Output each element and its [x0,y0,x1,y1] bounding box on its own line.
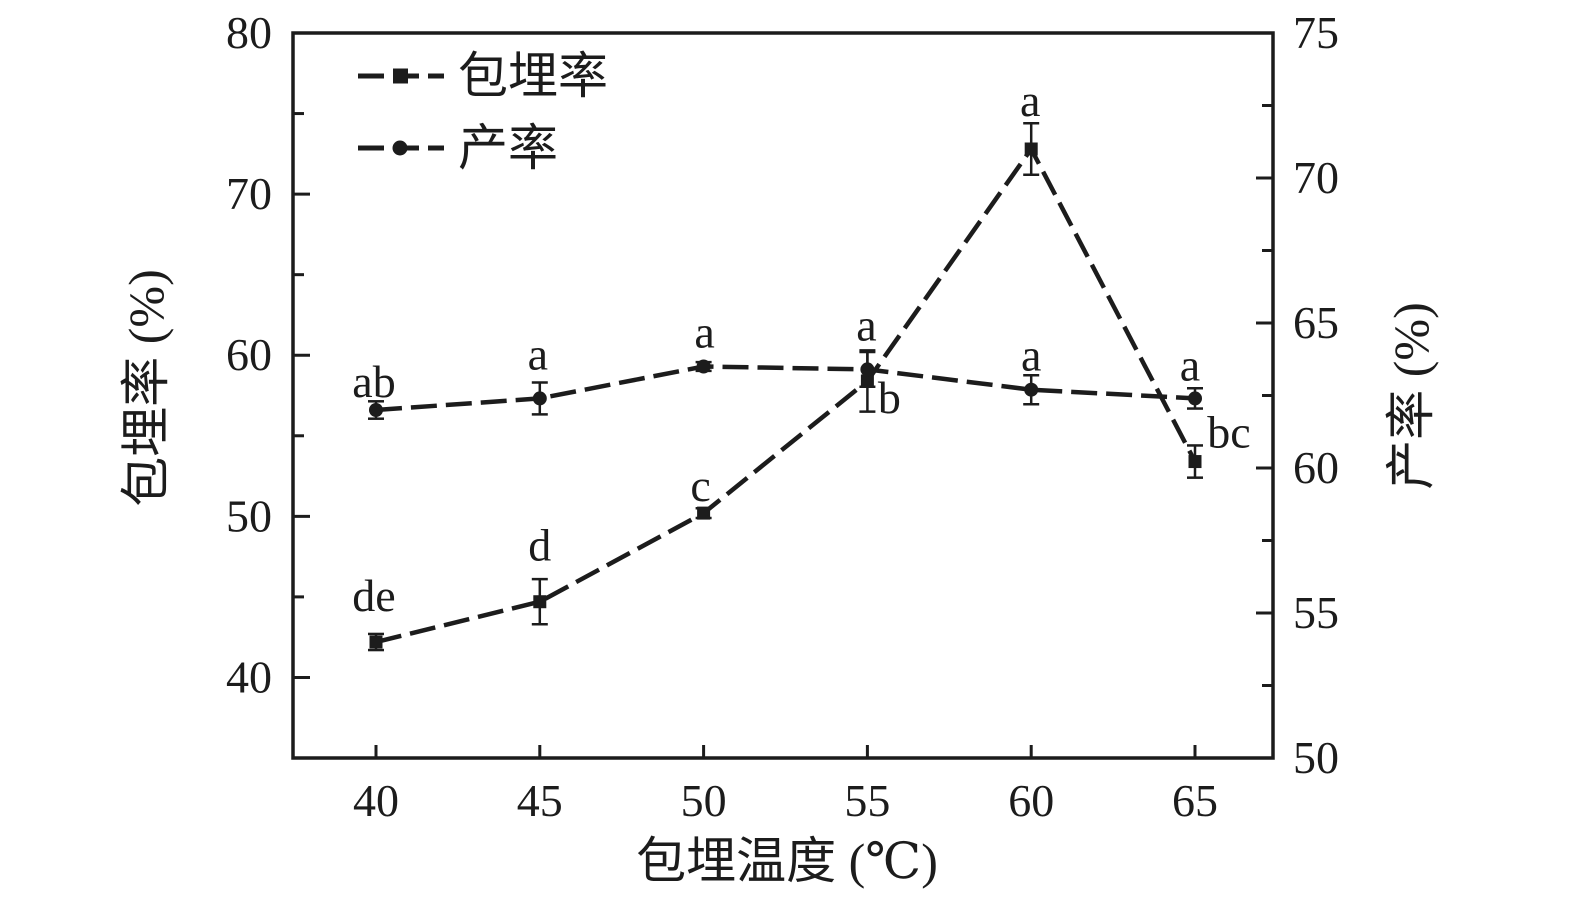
x-axis-tick-label: 40 [353,775,399,826]
circle-marker [1188,391,1202,406]
left-axis-tick-label: 80 [226,7,272,58]
x-axis-tick-label: 65 [1172,775,1218,826]
x-axis-tick-label: 45 [517,775,563,826]
square-marker [369,635,383,649]
series-line [375,144,1197,645]
circle-marker [860,362,875,377]
circle-marker [532,391,547,406]
significance-label: a [1021,330,1041,381]
x-axis-tick-label: 55 [844,775,890,826]
legend-square-marker [393,68,408,84]
right-axis-tick-label: 70 [1293,152,1339,203]
circle-marker [696,359,711,374]
significance-label: a [856,299,876,350]
series-yield: ab a a a a a [352,299,1203,420]
legend-label: 产率 [458,120,558,176]
left-axis-tick-label: 50 [226,490,272,541]
square-marker [697,506,711,520]
x-axis-tick-label: 50 [681,775,727,826]
right-axis-tick-label: 75 [1293,7,1339,58]
significance-label: a [528,328,548,379]
square-marker [1188,455,1202,469]
significance-label: c [690,460,710,511]
left-axis-tick-label: 40 [226,651,272,702]
right-axis-tick-label: 65 [1293,297,1339,348]
left-axis-title: 包埋率 (%) [118,269,174,506]
left-axis-tick-label: 70 [226,168,272,219]
legend-item-embedding-rate: 包埋率 [358,48,608,104]
square-marker [533,595,547,609]
significance-label: a [1020,75,1040,126]
x-axis-tick-label: 60 [1008,775,1054,826]
right-axis-title: 产率 (%) [1383,302,1439,489]
right-axis-tick-label: 55 [1293,587,1339,638]
circle-marker [369,403,383,417]
circle-marker [1024,382,1039,397]
right-axis-tick-label: 60 [1293,442,1339,493]
significance-label: a [694,307,714,358]
significance-label: de [352,570,395,621]
series-line [375,364,1196,413]
significance-label: b [878,372,901,423]
significance-label: d [528,520,551,571]
legend-label: 包埋率 [458,48,608,104]
significance-label: bc [1207,407,1250,458]
right-axis-tick-label: 50 [1293,732,1339,783]
x-axis-title: 包埋温度 (℃) [636,833,938,889]
legend-circle-marker [392,140,408,156]
significance-label: ab [352,356,395,407]
legend-item-yield: 产率 [358,120,558,176]
square-marker [1024,142,1038,156]
left-axis-tick-label: 60 [226,329,272,380]
significance-label: a [1180,339,1200,390]
